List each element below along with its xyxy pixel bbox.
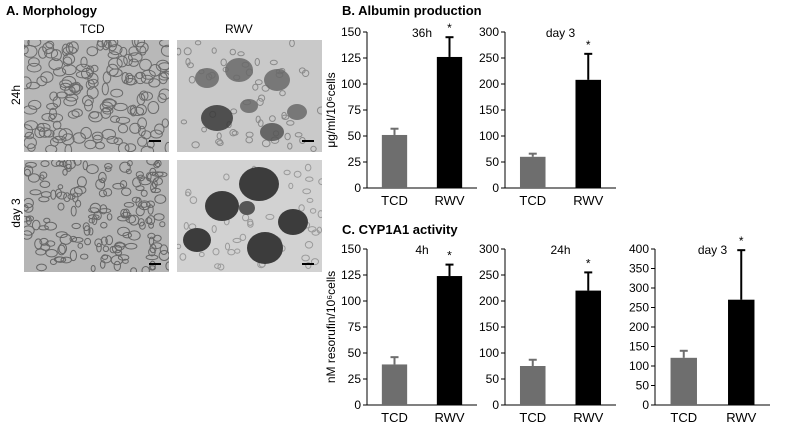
chart2-significance-rwv: * xyxy=(586,38,591,52)
micrograph-rwv-24h xyxy=(177,40,322,152)
chart3-ytick-label-2: 50 xyxy=(348,346,362,360)
chart3-ytick-label-6: 150 xyxy=(341,242,361,256)
chart2-ytick-label-3: 150 xyxy=(479,103,499,117)
chart4-ytick-label-4: 200 xyxy=(479,294,499,308)
chart4-title: 24h xyxy=(550,243,570,257)
chart2-ytick-label-4: 200 xyxy=(479,77,499,91)
chart4-ytick-label-2: 100 xyxy=(479,346,499,360)
chart5-ytick-label-7: 350 xyxy=(629,262,649,276)
chart2-xtick-label-tcd: TCD xyxy=(519,193,546,208)
chart2-bar-tcd xyxy=(519,156,546,188)
chart2-ytick-label-1: 50 xyxy=(486,155,500,169)
chart4-significance-rwv: * xyxy=(586,256,591,270)
chart1-ylabel: μg/ml/10⁶cells xyxy=(324,72,338,147)
micrograph-tcd-24h xyxy=(24,40,169,152)
chart4-xtick-label-tcd: TCD xyxy=(519,410,546,425)
micrograph-tcd-day3-image xyxy=(24,160,169,272)
chart4-ytick-label-6: 300 xyxy=(479,242,499,256)
chart4-bar-tcd xyxy=(519,366,546,405)
chart3-xtick-label-tcd: TCD xyxy=(381,410,408,425)
chart1-bar-tcd xyxy=(381,134,408,188)
micrograph-tcd-24h-image xyxy=(24,40,169,152)
chart5-xtick-label-tcd: TCD xyxy=(670,410,697,425)
chart5-significance-rwv: * xyxy=(739,234,744,248)
chart2-xtick-label-rwv: RWV xyxy=(573,193,603,208)
chart4-ytick-label-0: 0 xyxy=(492,398,499,412)
chart3-bar-tcd xyxy=(381,364,408,405)
chart5-ytick-label-8: 400 xyxy=(629,242,649,256)
chart3-significance-rwv: * xyxy=(447,249,452,263)
chart2-title: day 3 xyxy=(546,26,576,40)
chart5-title: day 3 xyxy=(698,243,728,257)
chart1-ytick-label-5: 125 xyxy=(341,51,361,65)
morphology-col-rwv: RWV xyxy=(225,22,253,36)
chart3-ylabel: nM resorufin/10⁶cells xyxy=(324,271,338,383)
chart1-ytick-label-3: 75 xyxy=(348,103,362,117)
chart3-xtick-label-rwv: RWV xyxy=(434,410,464,425)
chart5-bar-rwv xyxy=(728,299,755,405)
chart3-ytick-label-3: 75 xyxy=(348,320,362,334)
chart3-ytick-label-0: 0 xyxy=(354,398,361,412)
chart5-xtick-label-rwv: RWV xyxy=(726,410,756,425)
micrograph-rwv-day3-image xyxy=(177,160,322,272)
chart3-ytick-label-1: 25 xyxy=(348,372,362,386)
chart1-xtick-label-rwv: RWV xyxy=(434,193,464,208)
chart1-ytick-label-1: 25 xyxy=(348,155,362,169)
micrograph-rwv-24h-image xyxy=(177,40,322,152)
chart5-ytick-label-3: 150 xyxy=(629,340,649,354)
chart1-bar-rwv xyxy=(436,56,463,189)
chart5-ytick-label-0: 0 xyxy=(642,398,649,412)
micrograph-tcd-day3 xyxy=(24,160,169,272)
chart2-ytick-label-2: 100 xyxy=(479,129,499,143)
chart3-ytick-label-4: 100 xyxy=(341,294,361,308)
chart4-ytick-label-3: 150 xyxy=(479,320,499,334)
chart3-bar-rwv xyxy=(436,276,463,405)
chart5-ytick-label-5: 250 xyxy=(629,301,649,315)
chart5-ytick-label-6: 300 xyxy=(629,281,649,295)
chart2-ytick-label-5: 250 xyxy=(479,51,499,65)
chart5-ytick-label-2: 100 xyxy=(629,359,649,373)
chart2-bar-rwv xyxy=(575,79,602,188)
micrograph-rwv-day3 xyxy=(177,160,322,272)
chart4-ytick-label-1: 50 xyxy=(486,372,500,386)
chart1-ytick-label-6: 150 xyxy=(341,25,361,39)
panel-a-title: A. Morphology xyxy=(6,3,97,18)
chart5-ytick-label-4: 200 xyxy=(629,320,649,334)
chart3-ytick-label-5: 125 xyxy=(341,268,361,282)
chart1-ytick-label-4: 100 xyxy=(341,77,361,91)
chart3-title: 4h xyxy=(415,243,428,257)
chart1-xtick-label-tcd: TCD xyxy=(381,193,408,208)
chart2-ytick-label-0: 0 xyxy=(492,181,499,195)
chart2-ytick-label-6: 300 xyxy=(479,25,499,39)
chart5-ytick-label-1: 50 xyxy=(636,379,650,393)
panel-b-title: B. Albumin production xyxy=(342,3,482,18)
chart1-ytick-label-0: 0 xyxy=(354,181,361,195)
chart4-ytick-label-5: 250 xyxy=(479,268,499,282)
chart1-significance-rwv: * xyxy=(447,21,452,35)
panel-c-title: C. CYP1A1 activity xyxy=(342,222,458,237)
chart1-ytick-label-2: 50 xyxy=(348,129,362,143)
chart1-title: 36h xyxy=(412,26,432,40)
chart4-bar-rwv xyxy=(575,290,602,405)
morphology-col-tcd: TCD xyxy=(80,22,105,36)
chart5-bar-tcd xyxy=(670,357,697,405)
chart4-xtick-label-rwv: RWV xyxy=(573,410,603,425)
